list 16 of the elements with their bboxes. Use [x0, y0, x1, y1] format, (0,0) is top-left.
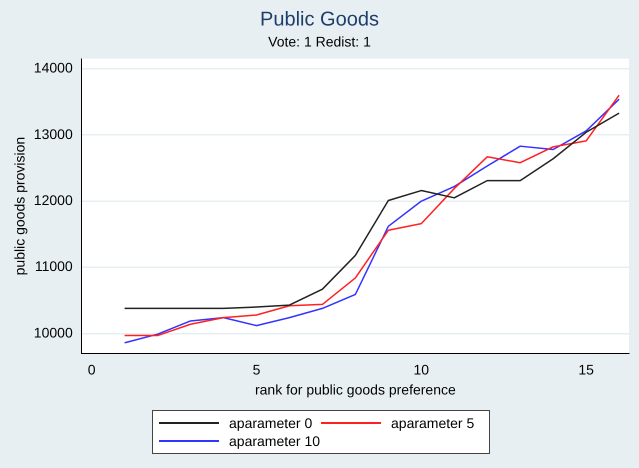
y-axis-title: public goods provision	[11, 136, 28, 276]
chart-title: Public Goods	[260, 8, 379, 31]
y-tick-label: 14000	[34, 60, 73, 76]
y-tick-label: 10000	[34, 324, 73, 340]
y-tick-label: 12000	[34, 192, 73, 208]
legend-label: aparameter 10	[229, 433, 320, 449]
x-tick-label: 10	[414, 362, 430, 378]
chart-subtitle: Vote: 1 Redist: 1	[268, 33, 372, 50]
x-axis-title: rank for public goods preference	[254, 381, 456, 398]
y-tick-label: 11000	[34, 258, 73, 274]
legend-label: aparameter 0	[229, 415, 312, 431]
x-tick-label: 0	[88, 362, 96, 378]
legend-label: aparameter 5	[391, 415, 474, 431]
x-tick-label: 15	[578, 362, 594, 378]
x-tick-label: 5	[252, 362, 261, 378]
y-tick-label: 13000	[34, 126, 73, 142]
